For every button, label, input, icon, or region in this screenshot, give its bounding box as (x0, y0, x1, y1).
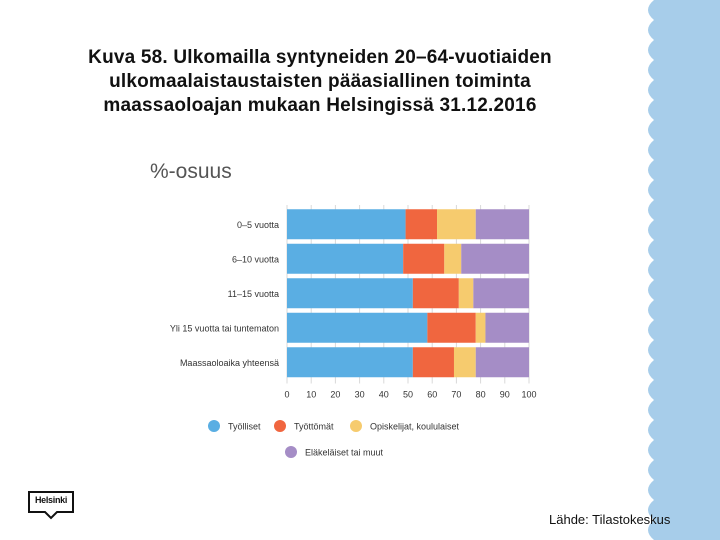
bar-segment-4-2 (453, 347, 476, 378)
logo-wordmark: Helsinki (34, 495, 68, 505)
bar-segment-3-0 (287, 312, 428, 343)
stacked-bar-chart: %-osuus 0–5 vuotta 6–10 vuotta 11–15 vuotta… (150, 160, 537, 458)
logo-crest-icon (28, 491, 74, 520)
bar-segment-0-3 (475, 209, 529, 240)
bar-segment-2-1 (412, 278, 459, 309)
bar-segment-1-0 (287, 243, 404, 274)
title-line-1: Kuva 58. Ulkomailla syntyneiden 20–64-vu… (88, 47, 552, 68)
bar-segment-1-3 (461, 243, 529, 274)
legend-marker-3 (285, 446, 297, 458)
x-tick-label-30: 30 (355, 390, 365, 400)
bar-segment-4-3 (475, 347, 529, 378)
x-tick-label-100: 100 (521, 390, 536, 400)
category-label-4: Maassaoloaika yhteensä (180, 358, 279, 368)
category-label-1: 6–10 vuotta (232, 254, 279, 264)
decorative-wavy-band (648, 0, 720, 540)
bar-segment-2-3 (473, 278, 529, 309)
bar-segment-0-1 (405, 209, 438, 240)
category-label-2: 11–15 vuotta (228, 289, 279, 299)
category-label-0: 0–5 vuotta (237, 220, 279, 230)
bar-segment-2-2 (458, 278, 474, 309)
bar-segment-2-0 (287, 278, 413, 309)
legend-label-0: Työlliset (228, 422, 261, 432)
slide-title: Kuva 58. Ulkomailla syntyneiden 20–64-vu… (40, 46, 600, 118)
x-tick-label-10: 10 (306, 390, 316, 400)
x-tick-label-90: 90 (500, 390, 510, 400)
x-tick-label-0: 0 (284, 390, 289, 400)
legend-marker-1 (274, 420, 286, 432)
x-tick-label-20: 20 (330, 390, 340, 400)
title-line-2: ulkomaalaistaustaisten pääasiallinen toi… (109, 71, 531, 92)
title-line-3: maassaoloajan mukaan Helsingissä 31.12.2… (103, 95, 537, 116)
helsinki-logo: Helsinki (27, 490, 75, 520)
bar-segment-1-1 (403, 243, 445, 274)
category-label-3: Yli 15 vuotta tai tuntematon (170, 323, 279, 333)
x-tick-label-40: 40 (379, 390, 389, 400)
x-tick-label-70: 70 (451, 390, 461, 400)
bar-segment-3-3 (485, 312, 529, 343)
bar-segment-4-0 (287, 347, 413, 378)
x-tick-label-80: 80 (476, 390, 486, 400)
bar-segment-3-1 (427, 312, 476, 343)
legend-label-3: Eläkeläiset tai muut (305, 448, 384, 458)
legend-label-1: Työttömät (294, 422, 334, 432)
wavy-band-shape (648, 0, 720, 540)
bar-segment-0-0 (287, 209, 406, 240)
x-tick-label-60: 60 (427, 390, 437, 400)
chart-title: %-osuus (150, 160, 232, 183)
bar-segment-4-1 (412, 347, 454, 378)
bar-segment-3-2 (475, 312, 486, 343)
bar-segment-0-2 (437, 209, 476, 240)
source-note: Lähde: Tilastokeskus (549, 512, 671, 527)
legend-label-2: Opiskelijat, koululaiset (370, 422, 460, 432)
bar-segment-1-2 (444, 243, 462, 274)
legend-marker-0 (208, 420, 220, 432)
x-tick-label-50: 50 (403, 390, 413, 400)
legend-marker-2 (350, 420, 362, 432)
